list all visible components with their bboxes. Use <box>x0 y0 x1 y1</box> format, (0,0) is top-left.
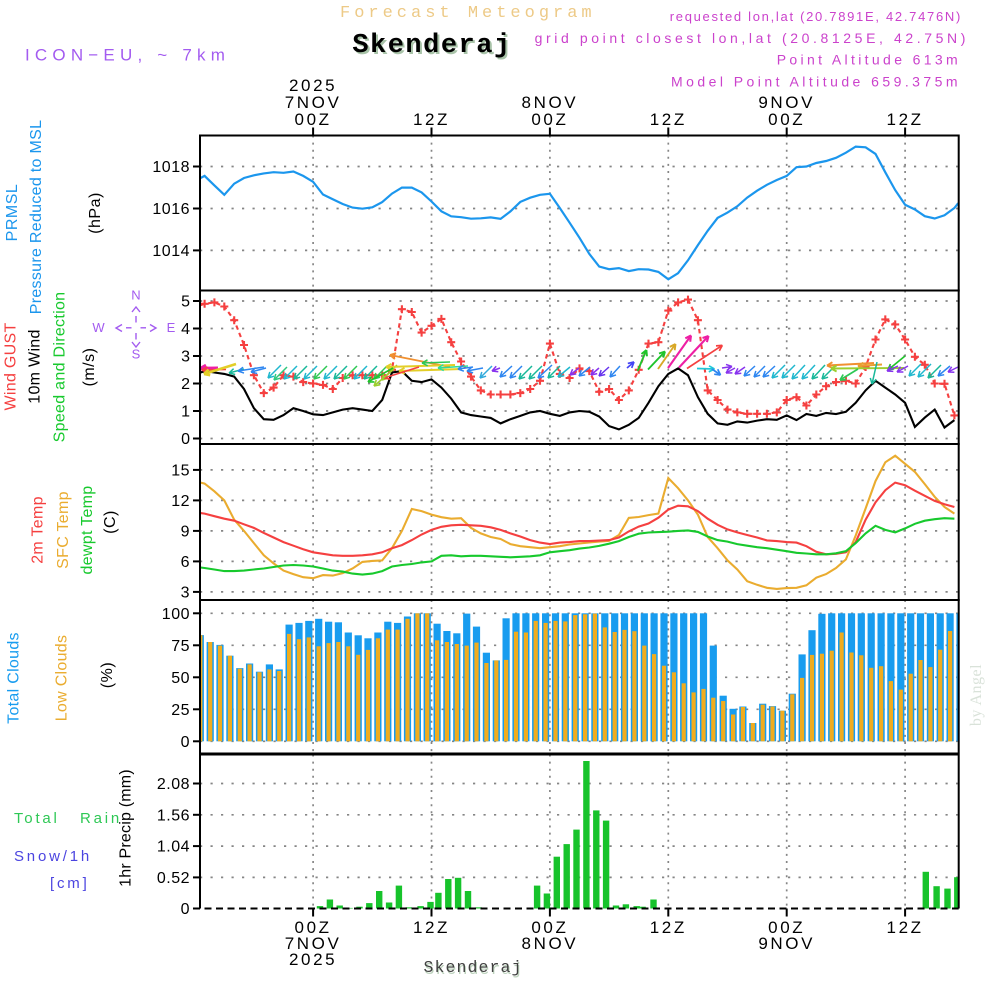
svg-text:N: N <box>131 288 140 303</box>
svg-text:W: W <box>92 320 105 335</box>
svg-text:00Z: 00Z <box>531 918 568 937</box>
svg-text:50: 50 <box>171 670 190 687</box>
svg-text:Skenderaj: Skenderaj <box>423 958 522 977</box>
svg-text:12Z: 12Z <box>650 110 687 129</box>
svg-text:6: 6 <box>181 554 190 571</box>
svg-text:75: 75 <box>171 638 190 655</box>
svg-text:1018: 1018 <box>152 159 190 176</box>
svg-text:100: 100 <box>162 606 190 623</box>
svg-text:0: 0 <box>181 901 190 918</box>
svg-text:2025: 2025 <box>289 76 337 95</box>
svg-text:requested lon,lat (20.7891E, 4: requested lon,lat (20.7891E, 42.7476N) <box>670 9 962 24</box>
svg-text:by Angel: by Angel <box>968 664 985 726</box>
svg-text:dewpt Temp: dewpt Temp <box>79 486 96 575</box>
svg-text:5: 5 <box>181 294 190 311</box>
svg-text:12Z: 12Z <box>413 918 450 937</box>
svg-text:ICON−EU, ~ 7km: ICON−EU, ~ 7km <box>25 46 230 65</box>
svg-text:Point Altitude 613m: Point Altitude 613m <box>777 52 961 68</box>
svg-text:Skenderaj: Skenderaj <box>424 960 523 979</box>
svg-text:10m Wind: 10m Wind <box>27 329 44 403</box>
svg-text:Model Point Altitude 659.375m: Model Point Altitude 659.375m <box>671 74 961 90</box>
svg-text:3: 3 <box>181 349 190 366</box>
svg-text:Wind GUST: Wind GUST <box>3 322 20 410</box>
svg-text:1.56: 1.56 <box>157 807 190 824</box>
svg-text:00Z: 00Z <box>768 110 805 129</box>
svg-text:Rain: Rain <box>80 810 122 827</box>
svg-text:7NOV: 7NOV <box>285 93 342 112</box>
svg-text:00Z: 00Z <box>768 918 805 937</box>
svg-text:1014: 1014 <box>152 243 190 260</box>
svg-text:9: 9 <box>181 523 190 540</box>
svg-text:Speed and Direction: Speed and Direction <box>52 292 69 443</box>
svg-text:4: 4 <box>181 321 190 338</box>
svg-text:Snow/1h: Snow/1h <box>14 848 92 865</box>
svg-text:E: E <box>167 320 176 335</box>
svg-text:12Z: 12Z <box>413 110 450 129</box>
svg-text:8NOV: 8NOV <box>522 93 579 112</box>
svg-text:12: 12 <box>171 493 190 510</box>
svg-text:12Z: 12Z <box>887 918 924 937</box>
svg-text:2.08: 2.08 <box>157 776 190 793</box>
svg-text:(%): (%) <box>99 662 116 688</box>
svg-text:9NOV: 9NOV <box>758 93 815 112</box>
svg-text:1hr Precip (mm): 1hr Precip (mm) <box>118 769 135 887</box>
svg-text:Low Clouds: Low Clouds <box>54 635 71 722</box>
svg-text:2: 2 <box>181 376 190 393</box>
svg-text:1: 1 <box>181 404 190 421</box>
svg-text:00Z: 00Z <box>295 110 332 129</box>
svg-text:Pressure Reduced to MSL: Pressure Reduced to MSL <box>28 120 45 315</box>
svg-text:Skenderaj: Skenderaj <box>352 31 511 61</box>
svg-text:Skenderaj: Skenderaj <box>354 33 513 63</box>
svg-text:[cm]: [cm] <box>50 875 90 892</box>
svg-text:8NOV: 8NOV <box>522 934 579 953</box>
svg-text:2m Temp: 2m Temp <box>30 496 47 564</box>
svg-text:1016: 1016 <box>152 201 190 218</box>
svg-text:0.52: 0.52 <box>157 870 190 887</box>
svg-text:12Z: 12Z <box>887 110 924 129</box>
svg-text:7NOV: 7NOV <box>285 934 342 953</box>
svg-text:12Z: 12Z <box>650 918 687 937</box>
svg-text:15: 15 <box>171 462 190 479</box>
svg-text:00Z: 00Z <box>295 918 332 937</box>
svg-text:3: 3 <box>181 584 190 601</box>
svg-text:PRMSL: PRMSL <box>4 184 21 242</box>
svg-text:0: 0 <box>181 431 190 448</box>
svg-text:25: 25 <box>171 702 190 719</box>
svg-text:0: 0 <box>181 734 190 751</box>
svg-text:1.04: 1.04 <box>157 839 190 856</box>
svg-text:00Z: 00Z <box>531 110 568 129</box>
svg-text:Total Clouds: Total Clouds <box>6 632 23 724</box>
svg-text:Forecast Meteogram: Forecast Meteogram <box>340 4 596 23</box>
svg-text:SFC Temp: SFC Temp <box>55 491 72 569</box>
svg-text:(m/s): (m/s) <box>81 348 98 387</box>
svg-text:grid point closest lon,lat (20: grid point closest lon,lat (20.8125E, 42… <box>535 30 969 46</box>
svg-text:(C): (C) <box>102 510 119 534</box>
svg-text:9NOV: 9NOV <box>758 934 815 953</box>
svg-text:2025: 2025 <box>289 950 337 969</box>
svg-text:(hPa): (hPa) <box>87 192 104 234</box>
svg-text:Total: Total <box>14 810 60 827</box>
svg-text:S: S <box>132 347 141 362</box>
